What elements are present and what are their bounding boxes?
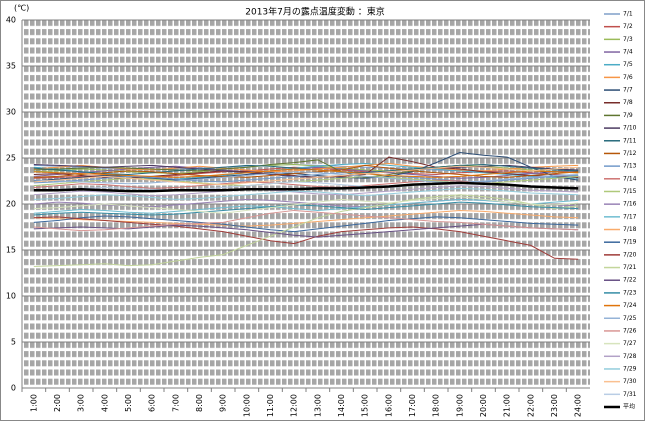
legend-label: 7/11 bbox=[623, 137, 637, 144]
x-tick-label: 12:00 bbox=[290, 394, 299, 417]
legend-label: 7/22 bbox=[623, 277, 637, 284]
legend-label: 7/29 bbox=[623, 365, 637, 372]
x-tick-label: 15:00 bbox=[361, 394, 370, 417]
x-tick-label: 20:00 bbox=[479, 394, 488, 417]
legend-label: 平均 bbox=[623, 403, 635, 411]
x-tick-label: 13:00 bbox=[313, 394, 322, 417]
legend-label: 7/10 bbox=[623, 125, 637, 132]
x-tick-label: 21:00 bbox=[503, 394, 512, 417]
legend-label: 7/24 bbox=[623, 302, 637, 309]
legend-label: 7/20 bbox=[623, 251, 637, 258]
legend-label: 7/5 bbox=[623, 61, 633, 68]
y-tick-label: 30 bbox=[6, 108, 16, 117]
series-line bbox=[33, 215, 579, 233]
y-tick-label: 25 bbox=[6, 154, 16, 163]
legend-label: 7/1 bbox=[623, 11, 633, 18]
y-tick-label: 35 bbox=[6, 62, 16, 71]
x-tick-label: 11:00 bbox=[266, 394, 275, 417]
legend-label: 7/2 bbox=[623, 23, 633, 30]
legend-label: 7/15 bbox=[623, 188, 637, 195]
legend-label: 7/18 bbox=[623, 226, 637, 233]
x-tick-label: 8:00 bbox=[195, 394, 204, 412]
y-tick-label: 0 bbox=[11, 384, 16, 393]
series-line bbox=[33, 194, 579, 268]
x-tick-label: 10:00 bbox=[242, 394, 251, 417]
legend-label: 7/8 bbox=[623, 99, 633, 106]
x-tick-label: 4:00 bbox=[100, 394, 109, 412]
y-tick-label: 40 bbox=[6, 16, 16, 25]
legend-label: 7/25 bbox=[623, 315, 637, 322]
y-tick-label: 15 bbox=[6, 246, 16, 255]
series-line bbox=[33, 198, 579, 214]
x-tick-label: 1:00 bbox=[29, 394, 38, 412]
chart-title: 2013年7月の露点温度変動 ：東京 bbox=[245, 6, 385, 18]
legend-label: 7/28 bbox=[623, 353, 637, 360]
legend-label: 7/14 bbox=[623, 175, 637, 182]
legend-label: 7/31 bbox=[623, 391, 637, 398]
series-line bbox=[33, 185, 579, 197]
legend-label: 7/27 bbox=[623, 340, 637, 347]
series-line bbox=[33, 181, 579, 193]
legend-label: 7/19 bbox=[623, 239, 637, 246]
x-tick-label: 5:00 bbox=[124, 394, 133, 412]
y-tick-label: 10 bbox=[6, 292, 16, 301]
x-tick-label: 24:00 bbox=[574, 394, 583, 417]
legend-label: 7/23 bbox=[623, 289, 637, 296]
x-tick-label: 3:00 bbox=[77, 394, 86, 412]
legend-label: 7/26 bbox=[623, 327, 637, 334]
y-tick-label: 5 bbox=[11, 338, 16, 347]
y-tick-label: 20 bbox=[6, 200, 16, 209]
x-tick-label: 7:00 bbox=[171, 394, 180, 412]
series-line bbox=[33, 209, 579, 232]
x-tick-label: 23:00 bbox=[550, 394, 559, 417]
legend-label: 7/3 bbox=[623, 36, 633, 43]
series-line bbox=[33, 201, 579, 216]
series-line bbox=[33, 216, 579, 260]
series-line bbox=[33, 172, 579, 184]
x-tick-label: 2:00 bbox=[53, 394, 62, 412]
x-tick-label: 9:00 bbox=[219, 394, 228, 412]
legend-label: 7/12 bbox=[623, 150, 637, 157]
legend-label: 7/17 bbox=[623, 213, 637, 220]
series-line bbox=[33, 187, 579, 200]
x-tick-label: 6:00 bbox=[148, 394, 157, 412]
series-line bbox=[33, 171, 579, 185]
series-line bbox=[33, 165, 579, 186]
legend-label: 7/6 bbox=[623, 74, 633, 81]
legend-label: 7/9 bbox=[623, 112, 633, 119]
legend-label: 7/16 bbox=[623, 201, 637, 208]
x-tick-label: 19:00 bbox=[455, 394, 464, 417]
x-tick-label: 14:00 bbox=[337, 394, 346, 417]
x-tick-label: 22:00 bbox=[526, 394, 535, 417]
legend-label: 7/7 bbox=[623, 87, 633, 94]
series-line bbox=[33, 168, 579, 178]
series-line bbox=[33, 163, 579, 178]
legend-label: 7/21 bbox=[623, 264, 637, 271]
x-tick-label: 18:00 bbox=[432, 394, 441, 417]
legend-label: 7/4 bbox=[623, 49, 633, 56]
series-line bbox=[33, 196, 579, 214]
legend-label: 7/30 bbox=[623, 378, 637, 385]
y-axis-label: (℃) bbox=[14, 4, 29, 13]
x-tick-label: 16:00 bbox=[384, 394, 393, 417]
x-tick-label: 17:00 bbox=[408, 394, 417, 417]
legend-label: 7/13 bbox=[623, 163, 637, 170]
